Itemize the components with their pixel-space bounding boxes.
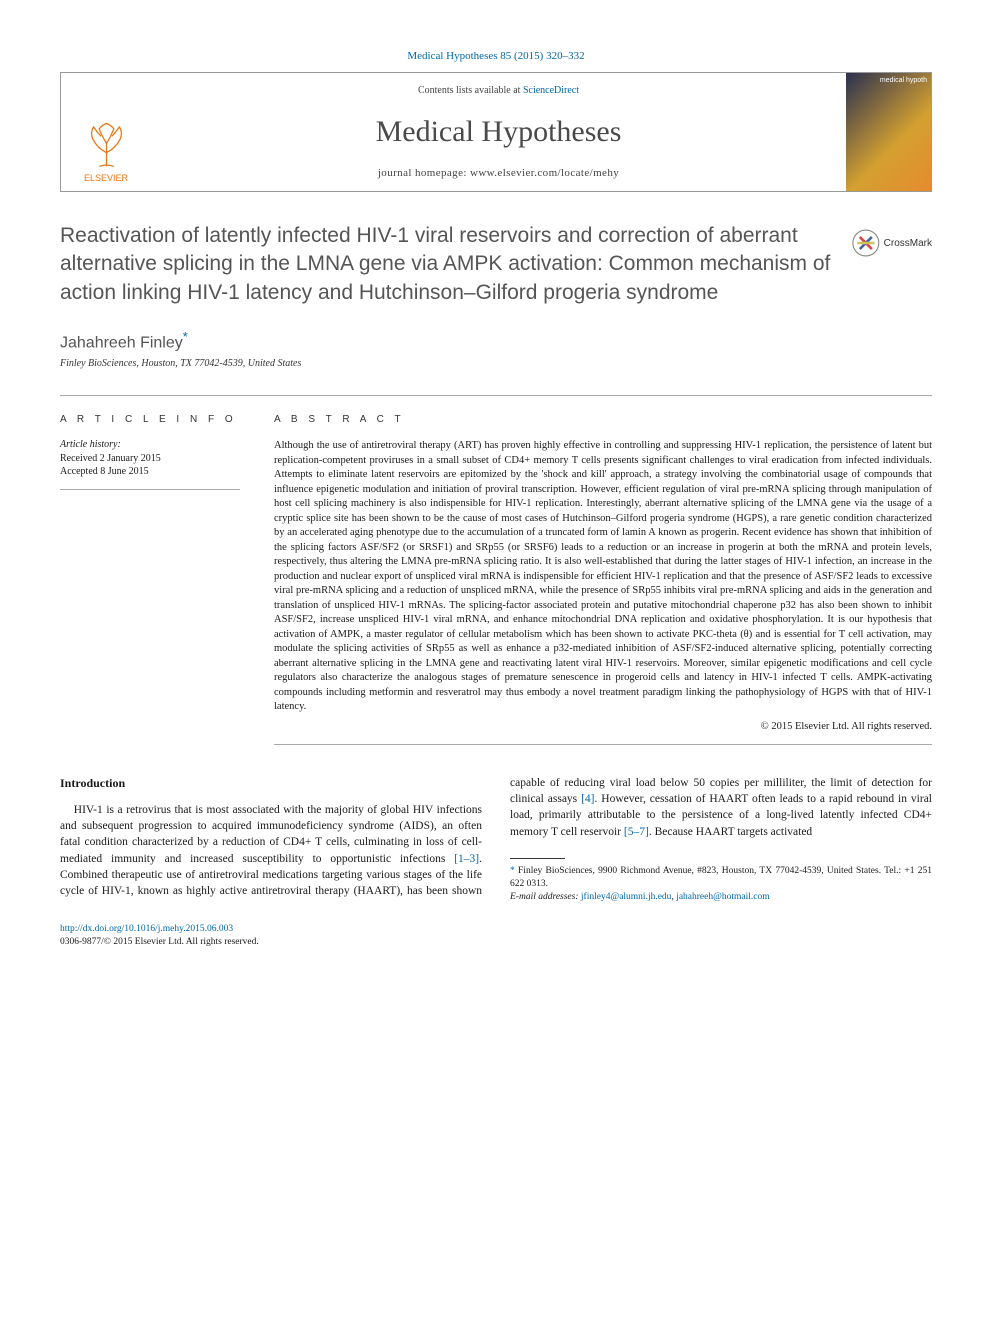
ref-link-1-3[interactable]: [1–3] (454, 853, 479, 865)
contents-prefix: Contents lists available at (418, 85, 523, 96)
ref-link-4[interactable]: [4] (581, 793, 594, 805)
email-label: E-mail addresses: (510, 892, 581, 902)
journal-name: Medical Hypotheses (161, 115, 836, 149)
intro-col1-text: HIV-1 is a retrovirus that is most assoc… (60, 804, 482, 849)
author-name: Jahahreeh Finley* (60, 329, 932, 352)
article-title: Reactivation of latently infected HIV-1 … (60, 222, 832, 307)
meta-row: A R T I C L E I N F O Article history: R… (60, 395, 932, 744)
intro-col2d-text: . Because HAART targets activated (649, 826, 812, 838)
journal-cover-thumbnail: medical hypoth (846, 73, 931, 191)
issn-copyright: 0306-9877/© 2015 Elsevier Ltd. All right… (60, 937, 259, 947)
footnote-address: Finley BioSciences, 9900 Richmond Avenue… (510, 866, 932, 889)
accepted-date: Accepted 8 June 2015 (60, 466, 240, 477)
elsevier-tree-icon (79, 116, 134, 171)
corresponding-footnote: * Finley BioSciences, 9900 Richmond Aven… (510, 865, 932, 891)
homepage-prefix: journal homepage: (378, 167, 470, 179)
header-center: Contents lists available at ScienceDirec… (151, 73, 846, 191)
page-container: Medical Hypotheses 85 (2015) 320–332 ELS… (0, 0, 992, 989)
article-info-heading: A R T I C L E I N F O (60, 414, 240, 425)
introduction-section: Introduction HIV-1 is a retrovirus that … (60, 775, 932, 904)
sciencedirect-link[interactable]: ScienceDirect (523, 85, 579, 96)
journal-header-box: ELSEVIER Contents lists available at Sci… (60, 72, 932, 192)
author-text: Jahahreeh Finley (60, 334, 183, 351)
received-date: Received 2 January 2015 (60, 453, 240, 464)
footnote-star: * (510, 866, 515, 876)
email-link-1[interactable]: jfinley4@alumni.jh.edu (581, 892, 672, 902)
article-info-column: A R T I C L E I N F O Article history: R… (60, 414, 240, 744)
homepage-url[interactable]: www.elsevier.com/locate/mehy (470, 167, 619, 179)
publisher-logo-region: ELSEVIER (61, 73, 151, 191)
history-block: Article history: Received 2 January 2015… (60, 439, 240, 490)
email-footnote: E-mail addresses: jfinley4@alumni.jh.edu… (510, 891, 932, 904)
doi-link[interactable]: http://dx.doi.org/10.1016/j.mehy.2015.06… (60, 924, 233, 934)
title-row: Reactivation of latently infected HIV-1 … (60, 222, 932, 307)
footnote-separator (510, 858, 565, 859)
intro-heading: Introduction (60, 775, 482, 792)
doi-block: http://dx.doi.org/10.1016/j.mehy.2015.06… (60, 923, 932, 949)
cover-tag: medical hypoth (880, 77, 927, 84)
corresponding-mark: * (183, 329, 188, 344)
contents-line: Contents lists available at ScienceDirec… (161, 85, 836, 96)
abstract-block: Although the use of antiretroviral thera… (274, 439, 932, 744)
publisher-name: ELSEVIER (84, 173, 128, 183)
crossmark-label: CrossMark (884, 238, 932, 249)
citation-header: Medical Hypotheses 85 (2015) 320–332 (60, 50, 932, 62)
affiliation: Finley BioSciences, Houston, TX 77042-45… (60, 358, 932, 369)
email-link-2[interactable]: jahahreeh@hotmail.com (676, 892, 769, 902)
elsevier-logo[interactable]: ELSEVIER (71, 103, 141, 183)
copyright-line: © 2015 Elsevier Ltd. All rights reserved… (274, 721, 932, 732)
history-label: Article history: (60, 439, 240, 450)
crossmark-badge[interactable]: CrossMark (852, 228, 932, 258)
crossmark-icon (852, 228, 880, 258)
abstract-text: Although the use of antiretroviral thera… (274, 439, 932, 714)
homepage-line: journal homepage: www.elsevier.com/locat… (161, 167, 836, 179)
ref-link-5-7[interactable]: [5–7] (624, 826, 649, 838)
body-columns: Introduction HIV-1 is a retrovirus that … (60, 775, 932, 904)
abstract-heading: A B S T R A C T (274, 414, 932, 425)
abstract-column: A B S T R A C T Although the use of anti… (274, 414, 932, 744)
